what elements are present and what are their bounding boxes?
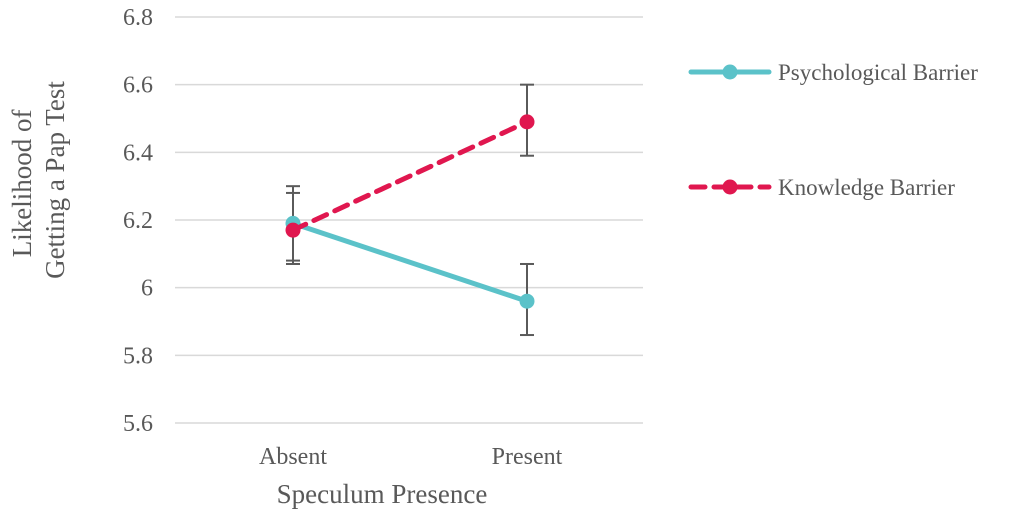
y-tick-label: 6.6 (123, 73, 153, 99)
y-tick-label: 6 (141, 276, 153, 302)
series-layer (285, 83, 535, 337)
y-axis-title: Likelihood of Getting a Pap Test (7, 81, 70, 279)
psychological-barrier-point (519, 293, 535, 309)
y-tick-label: 5.8 (123, 343, 153, 369)
legend: Psychological Barrier Knowledge Barrier (688, 60, 978, 200)
y-tick-label: 6.4 (123, 140, 153, 166)
knowledge-barrier-point (519, 114, 535, 130)
knowledge-barrier-line (290, 119, 530, 233)
x-tick-label: Present (492, 444, 563, 470)
x-tick-labels: Absent Present (259, 444, 563, 470)
y-tick-label: 6.2 (123, 208, 153, 234)
y-axis-title-line-1: Likelihood of (7, 110, 37, 258)
y-axis-title-line-2: Getting a Pap Test (40, 81, 70, 279)
knowledge-barrier-legend-label: Knowledge Barrier (778, 175, 955, 200)
y-tick-labels: 5.6 5.8 6 6.2 6.4 6.6 6.8 (123, 5, 153, 437)
y-tick-label: 5.6 (123, 411, 153, 437)
psychological-barrier-legend-label: Psychological Barrier (778, 60, 978, 85)
psychological-barrier-legend-marker (722, 64, 738, 80)
psychological-barrier-line (290, 220, 530, 304)
gridlines (175, 16, 643, 424)
y-tick-label: 6.8 (123, 5, 153, 31)
x-axis-title: Speculum Presence (277, 479, 488, 509)
knowledge-barrier-point (285, 222, 301, 238)
x-tick-label: Absent (259, 444, 327, 470)
knowledge-barrier-legend-marker (722, 179, 738, 195)
